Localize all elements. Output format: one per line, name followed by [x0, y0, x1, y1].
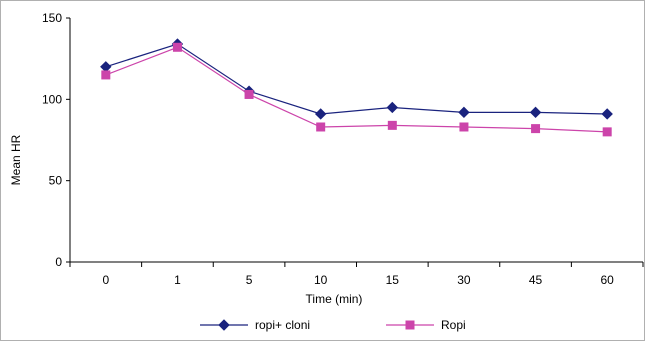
x-tick-label: 60: [601, 273, 615, 287]
x-tick-label: 5: [246, 273, 253, 287]
data-point: [101, 70, 111, 80]
data-point: [316, 122, 326, 132]
y-tick-label: 100: [42, 92, 62, 106]
data-point: [172, 42, 182, 52]
series-line: [105, 43, 608, 115]
data-point: [386, 101, 399, 114]
legend: ropi+ cloni Ropi: [200, 318, 466, 332]
data-point: [601, 108, 613, 120]
y-axis-title: Mean HR: [9, 134, 23, 185]
legend-swatch-marker: [405, 320, 415, 330]
x-tick-label: 1: [174, 273, 181, 287]
y-tick-label: 150: [42, 11, 62, 25]
x-tick-label: 15: [386, 273, 400, 287]
data-point: [100, 61, 112, 73]
x-tick-label: 0: [102, 273, 109, 287]
data-point: [458, 106, 470, 119]
data-point: [244, 89, 254, 99]
y-tick-label: 0: [55, 255, 62, 269]
legend-label: Ropi: [441, 318, 466, 332]
x-axis-title: Time (min): [306, 292, 363, 306]
data-point: [387, 120, 397, 130]
data-point: [529, 106, 542, 119]
legend-swatch-marker: [218, 319, 230, 331]
x-tick-label: 30: [457, 273, 471, 287]
series-line: [105, 46, 608, 133]
data-point: [531, 124, 541, 134]
x-tick-label: 10: [314, 273, 328, 287]
data-point: [314, 108, 327, 120]
y-tick-label: 50: [49, 174, 63, 188]
data-point: [602, 127, 612, 137]
legend-label: ropi+ cloni: [255, 318, 310, 332]
data-point: [459, 122, 469, 132]
x-tick-label: 45: [529, 273, 543, 287]
